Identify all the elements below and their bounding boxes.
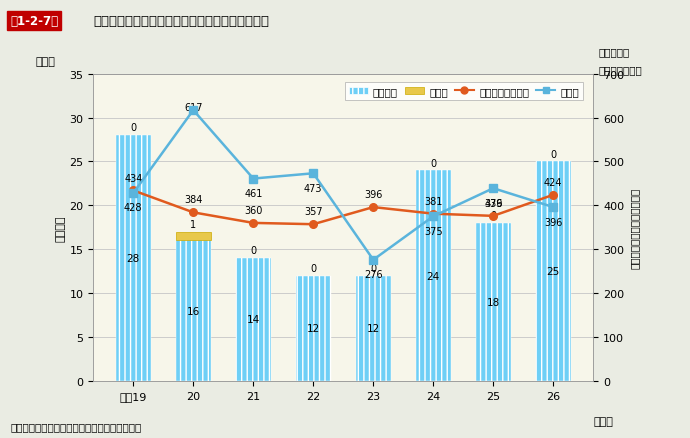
Text: 376: 376 — [484, 198, 502, 208]
Text: 0: 0 — [250, 246, 257, 256]
Text: 28: 28 — [127, 254, 140, 263]
Bar — [536, 162, 571, 381]
Bar — [236, 258, 270, 381]
Text: 25: 25 — [546, 267, 560, 276]
Text: 0: 0 — [130, 123, 137, 133]
Bar — [476, 223, 511, 381]
Bar — [296, 276, 331, 381]
Text: 434: 434 — [124, 173, 142, 183]
Text: 0: 0 — [371, 263, 376, 273]
Text: 357: 357 — [304, 207, 323, 217]
Text: 461: 461 — [244, 189, 262, 199]
Text: 384: 384 — [184, 195, 202, 205]
Text: 危険物施設における流出事故発生件数と被害状況: 危険物施設における流出事故発生件数と被害状況 — [93, 15, 269, 28]
Text: 439: 439 — [484, 198, 502, 208]
Text: 0: 0 — [550, 149, 556, 159]
Text: 0: 0 — [310, 263, 316, 273]
Text: 396: 396 — [544, 217, 562, 227]
Bar — [356, 276, 391, 381]
Text: 428: 428 — [124, 202, 143, 212]
Text: 24: 24 — [426, 271, 440, 281]
Text: 375: 375 — [424, 226, 442, 237]
Text: ㄄1-2-7図: ㄄1-2-7図 — [10, 15, 59, 28]
Text: （件、百万円）: （件、百万円） — [598, 65, 642, 75]
Text: 381: 381 — [424, 196, 442, 206]
Text: 617: 617 — [184, 103, 203, 113]
Text: （備考）「危険物に係る事故報告」により作成: （備考）「危険物に係る事故報告」により作成 — [10, 421, 141, 431]
Text: 0: 0 — [490, 211, 496, 221]
Text: （人）: （人） — [36, 57, 55, 67]
Text: 14: 14 — [246, 315, 260, 325]
Text: 0: 0 — [430, 158, 436, 168]
Bar — [416, 171, 451, 381]
Text: 18: 18 — [486, 297, 500, 307]
Text: 424: 424 — [544, 177, 562, 187]
Bar — [176, 232, 210, 241]
Text: （年）: （年） — [593, 416, 613, 426]
Text: 396: 396 — [364, 190, 382, 200]
Bar — [176, 241, 210, 381]
Text: 12: 12 — [306, 324, 320, 333]
Text: 360: 360 — [244, 205, 262, 215]
Text: （各年中）: （各年中） — [598, 47, 630, 57]
Bar — [116, 136, 150, 381]
Text: 12: 12 — [366, 324, 380, 333]
Legend: 負傷者数, 死者数, 流出事故発生件数, 損害額: 負傷者数, 死者数, 流出事故発生件数, 損害額 — [344, 83, 583, 101]
Text: 276: 276 — [364, 270, 382, 280]
Y-axis label: 死傷者数: 死傷者数 — [55, 215, 65, 241]
Text: 16: 16 — [187, 306, 200, 316]
Text: 1: 1 — [190, 219, 197, 230]
Text: 473: 473 — [304, 184, 322, 194]
Y-axis label: 流出事故発生件数及び損害額: 流出事故発生件数及び損害額 — [630, 187, 640, 268]
